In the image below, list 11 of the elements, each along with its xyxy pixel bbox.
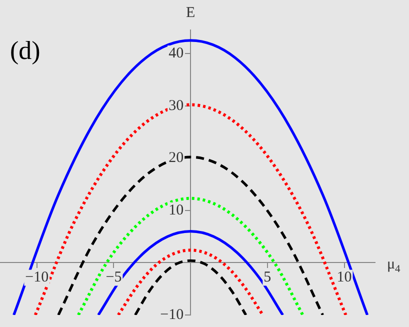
annotation: (d) xyxy=(10,36,40,65)
x-tick-label: 10 xyxy=(336,270,352,286)
y-tick-label: 30 xyxy=(168,98,184,114)
y-tick-label: 20 xyxy=(168,150,184,166)
y-tick-label: 10 xyxy=(168,202,184,218)
y-tick-label: −10 xyxy=(160,306,184,323)
y-tick-label: 40 xyxy=(168,45,184,62)
x-tick-label: 5 xyxy=(264,270,272,286)
y-axis-title: E xyxy=(186,4,196,21)
x-tick-label: −10 xyxy=(25,270,49,286)
x-tick-label: −5 xyxy=(106,270,122,286)
